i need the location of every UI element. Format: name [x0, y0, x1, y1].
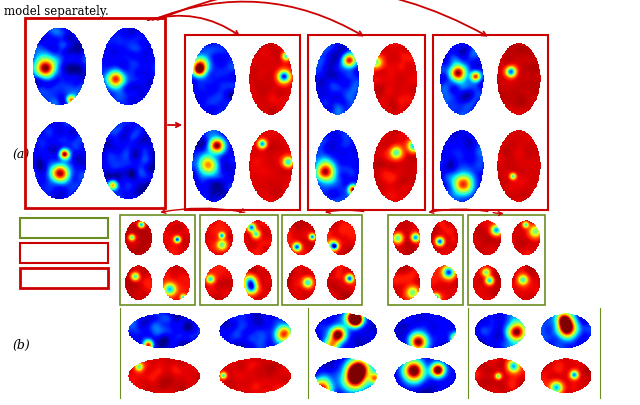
Text: model separately.: model separately.	[4, 5, 109, 18]
Text: Scale 2: Scale 2	[43, 248, 85, 258]
Bar	[20, 268, 108, 288]
Bar	[185, 35, 300, 210]
Text: Scale 3: Scale 3	[43, 273, 85, 283]
Bar	[200, 215, 278, 305]
Bar	[308, 35, 425, 210]
Bar	[468, 215, 545, 305]
Bar	[20, 243, 108, 263]
Bar	[20, 218, 108, 238]
Bar	[433, 35, 548, 210]
Text: Scale 1: Scale 1	[43, 223, 85, 233]
Bar	[25, 18, 165, 208]
Text: (a): (a)	[12, 149, 29, 162]
Bar	[388, 215, 463, 305]
Text: (b): (b)	[12, 339, 29, 352]
Bar	[120, 215, 195, 305]
Bar	[282, 215, 362, 305]
